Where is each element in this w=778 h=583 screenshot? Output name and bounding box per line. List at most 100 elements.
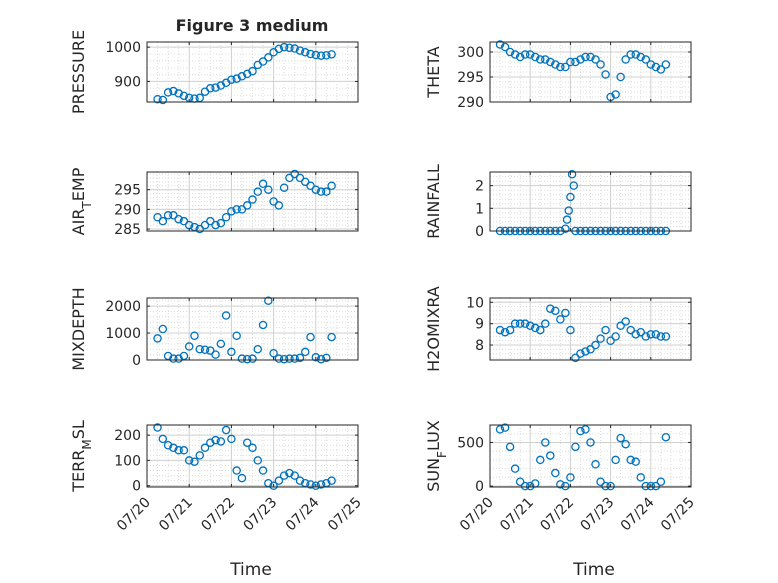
- data-point: [248, 66, 257, 76]
- data-point: [232, 331, 241, 340]
- data-point: [327, 181, 336, 191]
- scatter-series: [153, 296, 336, 364]
- data-point: [651, 62, 661, 72]
- y-tick-label: 285: [114, 222, 141, 238]
- data-point: [636, 473, 646, 482]
- data-point: [576, 349, 585, 358]
- data-point: [551, 468, 560, 478]
- y-axis-label: SUNFLUX: [424, 420, 449, 492]
- y-tick-label: 100: [114, 453, 141, 469]
- data-point: [285, 173, 294, 183]
- y-tick-label: 0: [475, 224, 484, 240]
- data-point: [621, 317, 630, 326]
- data-point: [556, 480, 565, 489]
- data-point: [541, 55, 550, 64]
- data-point: [505, 47, 515, 57]
- data-point: [631, 330, 640, 339]
- data-point: [163, 211, 173, 220]
- data-point: [571, 57, 580, 67]
- data-point: [169, 443, 178, 453]
- data-point: [237, 354, 247, 363]
- subplot-3: 285 290 295 AIRTEMP: [69, 167, 359, 238]
- data-point: [300, 347, 310, 357]
- data-point: [153, 334, 162, 343]
- minor-grid: [147, 42, 358, 103]
- data-point: [536, 455, 545, 465]
- data-point: [651, 330, 661, 339]
- data-point: [546, 304, 555, 313]
- data-point: [611, 455, 620, 465]
- data-point: [551, 306, 560, 316]
- data-point: [248, 354, 257, 363]
- tick-marks: [146, 425, 359, 487]
- data-point: [253, 187, 263, 196]
- data-point: [581, 425, 590, 434]
- y-tick-label: 500: [457, 435, 484, 451]
- data-point: [169, 354, 178, 363]
- data-point: [591, 340, 600, 350]
- data-point: [195, 451, 204, 460]
- tick-marks: [489, 425, 692, 487]
- data-point: [306, 181, 315, 191]
- data-point: [515, 52, 525, 62]
- data-point: [153, 95, 162, 104]
- data-point: [626, 325, 635, 335]
- data-point: [641, 332, 651, 341]
- data-point: [279, 354, 289, 364]
- data-point: [216, 218, 226, 228]
- data-point: [500, 42, 510, 52]
- data-point: [316, 187, 326, 196]
- data-point: [227, 347, 236, 357]
- data-point: [258, 320, 268, 330]
- data-point: [576, 55, 585, 64]
- data-point: [576, 426, 585, 436]
- data-point: [616, 72, 625, 82]
- x-tick-label: 07/24: [283, 494, 323, 534]
- data-point: [641, 481, 651, 491]
- data-point: [661, 60, 671, 69]
- data-point: [505, 442, 515, 452]
- tick-marks: [489, 172, 692, 232]
- data-point: [561, 62, 570, 72]
- axes-box: [489, 41, 692, 103]
- data-point: [546, 57, 555, 67]
- data-point: [626, 50, 635, 59]
- data-point: [541, 438, 550, 447]
- data-point: [211, 83, 220, 92]
- subplot-5: 0 1000 2000 MIXDEPTH: [69, 287, 359, 371]
- data-point: [274, 201, 284, 210]
- data-point: [206, 346, 215, 355]
- data-point: [206, 216, 215, 226]
- y-tick-label: 200: [114, 428, 141, 444]
- axes-box: [146, 424, 359, 488]
- data-point: [327, 50, 336, 59]
- data-point: [269, 481, 278, 490]
- data-point: [242, 438, 252, 447]
- data-point: [153, 212, 162, 222]
- data-point: [306, 332, 315, 342]
- data-point: [174, 214, 183, 224]
- data-point: [327, 332, 336, 342]
- x-axis-label-left: Time: [229, 560, 272, 580]
- data-point: [546, 451, 555, 460]
- y-tick-label: 300: [457, 45, 484, 61]
- y-axis-label: PRESSURE: [69, 30, 88, 114]
- data-point: [290, 471, 299, 480]
- y-tick-label: 295: [457, 70, 484, 86]
- data-point: [591, 55, 600, 64]
- tick-marks: [489, 298, 692, 360]
- data-point: [322, 187, 331, 196]
- data-point: [295, 46, 305, 55]
- data-point: [195, 224, 204, 234]
- data-point: [515, 477, 525, 487]
- data-point: [184, 342, 194, 351]
- data-point: [179, 216, 189, 226]
- data-point: [636, 52, 646, 62]
- scatter-series: [495, 423, 671, 491]
- data-point: [295, 476, 305, 485]
- data-point: [515, 319, 525, 328]
- data-point: [505, 325, 515, 335]
- y-tick-label: 0: [132, 353, 141, 369]
- tick-marks: [146, 42, 359, 102]
- data-point: [274, 354, 284, 363]
